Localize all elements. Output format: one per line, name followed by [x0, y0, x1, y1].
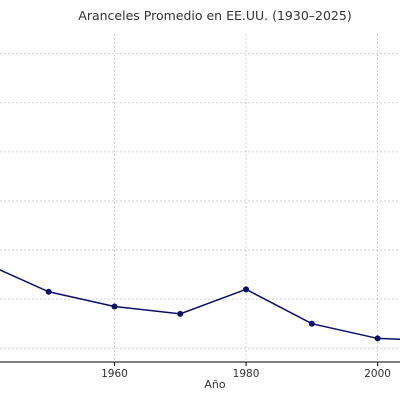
chart-title: Aranceles Promedio en EE.UU. (1930–2025) [78, 8, 351, 23]
series-group [0, 269, 400, 342]
data-point [308, 320, 315, 327]
data-point [243, 286, 250, 293]
plot-area: 1960 1980 2000 [0, 34, 400, 380]
x-tick-label: 1980 [233, 368, 260, 380]
x-tick-label: 1960 [101, 368, 128, 380]
data-point [374, 335, 381, 342]
series-line [0, 269, 400, 341]
data-point [111, 303, 118, 310]
data-point [177, 310, 184, 317]
x-tick-label: 2000 [364, 368, 391, 380]
x-axis-label: Año [204, 378, 225, 391]
data-point [45, 288, 52, 295]
